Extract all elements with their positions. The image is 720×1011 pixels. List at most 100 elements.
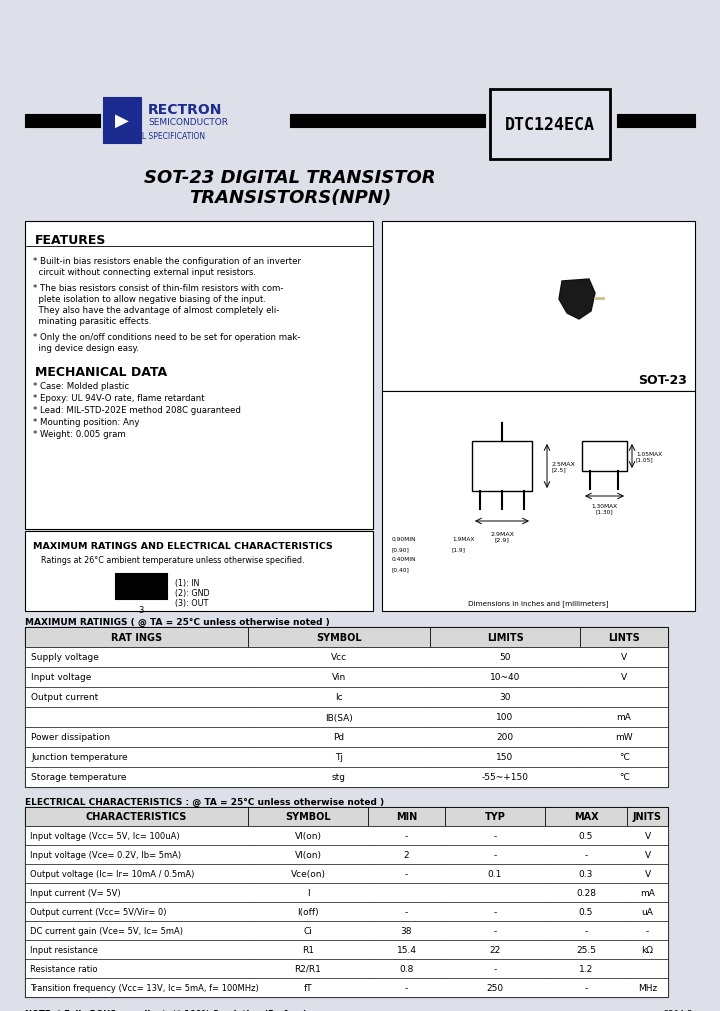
Text: IB(SA): IB(SA): [325, 713, 353, 722]
Bar: [115, 573, 167, 600]
Text: 100: 100: [496, 713, 513, 722]
Text: Input voltage (Vce= 0.2V, Ib= 5mA): Input voltage (Vce= 0.2V, Ib= 5mA): [30, 850, 181, 859]
Text: [0.40]: [0.40]: [392, 566, 410, 571]
Bar: [25, 687, 668, 708]
Text: RAT INGS: RAT INGS: [111, 632, 162, 642]
Text: V: V: [644, 831, 651, 840]
Bar: [103, 98, 141, 144]
Text: MAXIMUM RATINGS AND ELECTRICAL CHARACTERISTICS: MAXIMUM RATINGS AND ELECTRICAL CHARACTER…: [33, 542, 333, 550]
Bar: [25, 807, 668, 826]
Text: 0.5: 0.5: [579, 907, 593, 916]
Text: V: V: [621, 653, 627, 662]
Text: circuit without connecting external input resistors.: circuit without connecting external inpu…: [33, 268, 256, 277]
Text: ing device design easy.: ing device design easy.: [33, 344, 139, 353]
Bar: [25, 959, 668, 978]
Bar: [25, 884, 668, 902]
Polygon shape: [559, 280, 595, 319]
Text: Input voltage (Vcc= 5V, Ic= 100uA): Input voltage (Vcc= 5V, Ic= 100uA): [30, 831, 179, 840]
Bar: [617, 115, 695, 127]
Text: I: I: [307, 888, 310, 897]
Text: MAX: MAX: [574, 812, 598, 822]
Text: * Lead: MIL-STD-202E method 208C guaranteed: * Lead: MIL-STD-202E method 208C guarant…: [33, 405, 241, 415]
Text: Vce(on): Vce(on): [290, 869, 325, 879]
Bar: [25, 826, 668, 845]
Text: SYMBOL: SYMBOL: [316, 632, 362, 642]
Text: Transition frequency (Vcc= 13V, Ic= 5mA, f= 100MHz): Transition frequency (Vcc= 13V, Ic= 5mA,…: [30, 983, 258, 992]
Text: Ratings at 26°C ambient temperature unless otherwise specified.: Ratings at 26°C ambient temperature unle…: [41, 555, 305, 564]
Text: °C: °C: [618, 753, 629, 761]
Text: -: -: [585, 926, 588, 935]
Text: * Only the on/off conditions need to be set for operation mak-: * Only the on/off conditions need to be …: [33, 333, 300, 342]
Bar: [25, 532, 373, 612]
Text: TECHNICAL SPECIFICATION: TECHNICAL SPECIFICATION: [103, 131, 205, 141]
Text: Resistance ratio: Resistance ratio: [30, 964, 97, 973]
Text: 0.8: 0.8: [400, 964, 414, 973]
Text: LINTS: LINTS: [608, 632, 640, 642]
Bar: [25, 628, 668, 647]
Text: MIN: MIN: [396, 812, 417, 822]
Text: RECTRON: RECTRON: [148, 103, 222, 117]
Bar: [382, 221, 695, 391]
Text: 3: 3: [138, 606, 144, 615]
Bar: [25, 921, 668, 940]
Text: -: -: [493, 850, 497, 859]
Text: Ic: Ic: [336, 693, 343, 702]
Text: -: -: [493, 831, 497, 840]
Bar: [290, 115, 485, 127]
Text: 38: 38: [401, 926, 413, 935]
Text: V: V: [644, 850, 651, 859]
Text: SOT-23 DIGITAL TRANSISTOR: SOT-23 DIGITAL TRANSISTOR: [144, 169, 436, 187]
Bar: [25, 807, 668, 997]
Text: MAXIMUM RATINIGS ( @ TA = 25°C unless otherwise noted ): MAXIMUM RATINIGS ( @ TA = 25°C unless ot…: [25, 618, 330, 627]
Bar: [582, 442, 627, 471]
Text: 50: 50: [499, 653, 510, 662]
Text: * Built-in bias resistors enable the configuration of an inverter: * Built-in bias resistors enable the con…: [33, 257, 301, 266]
Bar: [25, 708, 668, 727]
Text: -55~+150: -55~+150: [482, 772, 528, 782]
Text: -: -: [646, 926, 649, 935]
Text: -: -: [585, 983, 588, 992]
Bar: [472, 442, 532, 491]
Text: [1.9]: [1.9]: [452, 547, 466, 551]
Bar: [490, 90, 610, 160]
Bar: [25, 864, 668, 884]
Text: Output current (Vcc= 5V/Vir= 0): Output current (Vcc= 5V/Vir= 0): [30, 907, 166, 916]
Bar: [25, 115, 100, 127]
Bar: [25, 978, 668, 997]
Text: -: -: [405, 907, 408, 916]
Text: DC current gain (Vce= 5V, Ic= 5mA): DC current gain (Vce= 5V, Ic= 5mA): [30, 926, 183, 935]
Bar: [25, 747, 668, 767]
Text: Vin: Vin: [332, 673, 346, 681]
Text: * Weight: 0.005 gram: * Weight: 0.005 gram: [33, 430, 126, 439]
Text: 1.2: 1.2: [579, 964, 593, 973]
Bar: [25, 902, 668, 921]
Text: 22: 22: [490, 945, 500, 954]
Text: 0.3: 0.3: [579, 869, 593, 879]
Text: SEMICONDUCTOR: SEMICONDUCTOR: [148, 117, 228, 126]
Text: They also have the advantage of almost completely eli-: They also have the advantage of almost c…: [33, 305, 279, 314]
Text: NOTE: * Fully ROHS compliant. ** 100% Sn plating (Po-free).: NOTE: * Fully ROHS compliant. ** 100% Sn…: [25, 1009, 310, 1011]
Text: 1.9MAX: 1.9MAX: [452, 537, 474, 542]
Text: 0.1: 0.1: [488, 869, 502, 879]
Text: (3): OUT: (3): OUT: [175, 599, 208, 608]
Text: R2/R1: R2/R1: [294, 964, 321, 973]
Bar: [25, 221, 373, 530]
Text: -: -: [585, 850, 588, 859]
Text: 1.30MAX
[1.30]: 1.30MAX [1.30]: [591, 503, 617, 515]
Text: Storage temperature: Storage temperature: [31, 772, 127, 782]
Text: mA: mA: [640, 888, 655, 897]
Text: 2.5MAX
[2.5]: 2.5MAX [2.5]: [552, 461, 576, 472]
Text: 15.4: 15.4: [397, 945, 416, 954]
Text: (1): IN: (1): IN: [175, 578, 199, 587]
Bar: [25, 727, 668, 747]
Text: * Epoxy: UL 94V-O rate, flame retardant: * Epoxy: UL 94V-O rate, flame retardant: [33, 393, 204, 402]
Text: * Case: Molded plastic: * Case: Molded plastic: [33, 381, 129, 390]
Text: Input voltage: Input voltage: [31, 673, 91, 681]
Text: -: -: [405, 869, 408, 879]
Text: stg: stg: [332, 772, 346, 782]
Text: Input current (V= 5V): Input current (V= 5V): [30, 888, 121, 897]
Bar: [25, 845, 668, 864]
Text: R1: R1: [302, 945, 314, 954]
Text: SOT-23: SOT-23: [638, 373, 687, 386]
Bar: [25, 647, 668, 667]
